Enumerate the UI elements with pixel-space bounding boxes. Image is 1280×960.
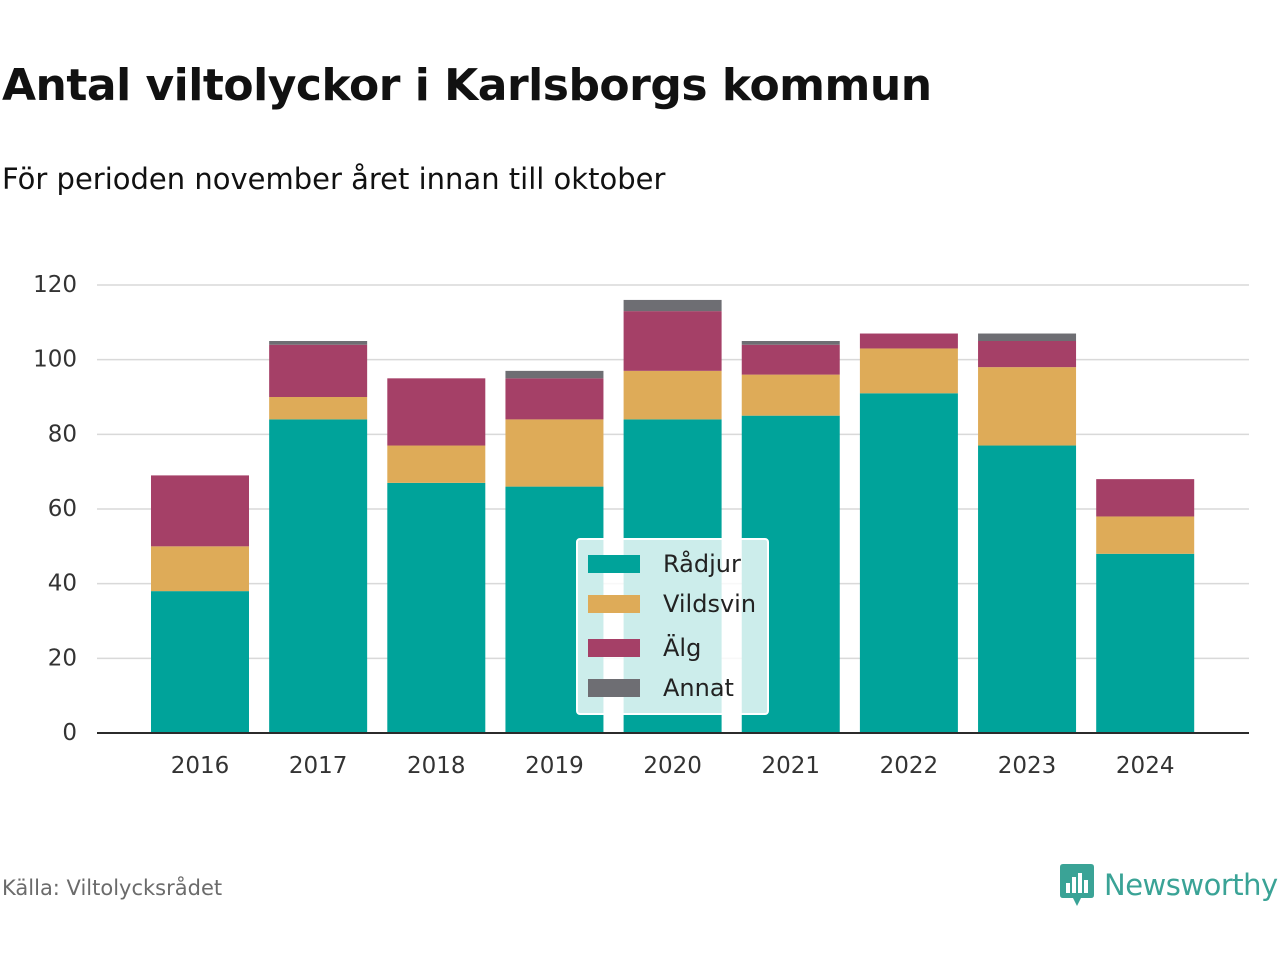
bar-segment-annat	[505, 370, 604, 379]
bar-segment-annat	[269, 341, 368, 345]
y-tick-label: 80	[48, 421, 77, 447]
bars	[151, 299, 1195, 733]
x-tick-label: 2022	[880, 753, 939, 779]
bar-segment-rådjur	[1096, 553, 1195, 733]
legend: Rådjur Vildsvin Älg Annat	[576, 538, 769, 715]
bar-segment-älg	[505, 378, 604, 420]
bar-segment-vildsvin	[859, 348, 958, 394]
bar-segment-rådjur	[387, 482, 486, 733]
bar-segment-älg	[978, 341, 1077, 368]
bar-segment-vildsvin	[151, 546, 249, 592]
bar-segment-vildsvin	[505, 419, 604, 487]
bar-segment-vildsvin	[1096, 516, 1195, 554]
x-tick-label: 2024	[1116, 753, 1175, 779]
newsworthy-logo-icon	[1060, 864, 1094, 906]
x-tick-label: 2021	[761, 753, 820, 779]
bar-segment-vildsvin	[978, 367, 1077, 446]
y-tick-label: 120	[33, 272, 77, 298]
legend-swatch-annat	[588, 679, 640, 697]
bar-segment-älg	[623, 311, 722, 371]
legend-swatch-vildsvin	[588, 595, 640, 613]
brand-name: Newsworthy	[1104, 868, 1278, 902]
y-tick-label: 100	[33, 347, 77, 373]
bar-segment-älg	[269, 344, 368, 397]
bar-segment-annat	[978, 333, 1077, 341]
bar-segment-rådjur	[978, 445, 1077, 733]
bar-segment-annat	[623, 299, 722, 312]
x-tick-label: 2017	[289, 753, 348, 779]
legend-swatch-rådjur	[588, 555, 640, 573]
bar-segment-annat	[741, 341, 840, 345]
y-tick-label: 40	[48, 571, 77, 597]
bar-segment-älg	[1096, 479, 1195, 517]
y-tick-label: 20	[48, 645, 77, 671]
bar-segment-vildsvin	[387, 445, 486, 483]
bar-segment-vildsvin	[741, 374, 840, 416]
legend-swatch-älg	[588, 639, 640, 657]
x-tick-label: 2020	[643, 753, 702, 779]
stacked-bar-chart: 0 20 40 60 80 100 120 2016 2017 2018 2019 2020 2021…	[33, 272, 1249, 779]
bar-segment-vildsvin	[269, 397, 368, 420]
legend-label: Älg	[663, 633, 701, 662]
legend-label: Vildsvin	[663, 590, 756, 618]
chart-subtitle: För perioden november året innan till ok…	[2, 162, 666, 196]
newsworthy-brand: Newsworthy	[1059, 861, 1278, 909]
bar-segment-älg	[741, 344, 840, 375]
legend-label: Annat	[663, 674, 734, 702]
x-tick-label: 2016	[171, 753, 230, 779]
y-axis-ticks: 0 20 40 60 80 100 120	[33, 272, 77, 746]
x-tick-label: 2018	[407, 753, 466, 779]
bar-segment-rådjur	[151, 591, 249, 733]
chart-title: Antal viltolyckor i Karlsborgs kommun	[2, 60, 932, 111]
y-tick-label: 0	[62, 720, 77, 746]
bar-segment-rådjur	[859, 393, 958, 733]
bar-segment-rådjur	[269, 419, 368, 733]
bar-segment-älg	[151, 475, 249, 547]
x-axis-ticks: 2016 2017 2018 2019 2020 2021 2022 2023 2024	[171, 753, 1175, 779]
legend-box	[576, 538, 769, 715]
legend-label: Rådjur	[663, 549, 741, 578]
bar-segment-vildsvin	[623, 370, 722, 420]
x-tick-label: 2023	[998, 753, 1057, 779]
bar-segment-älg	[859, 333, 958, 349]
y-tick-label: 60	[48, 496, 77, 522]
bar-segment-älg	[387, 378, 486, 446]
source-note: Källa: Viltolycksrådet	[2, 876, 223, 900]
x-tick-label: 2019	[525, 753, 584, 779]
